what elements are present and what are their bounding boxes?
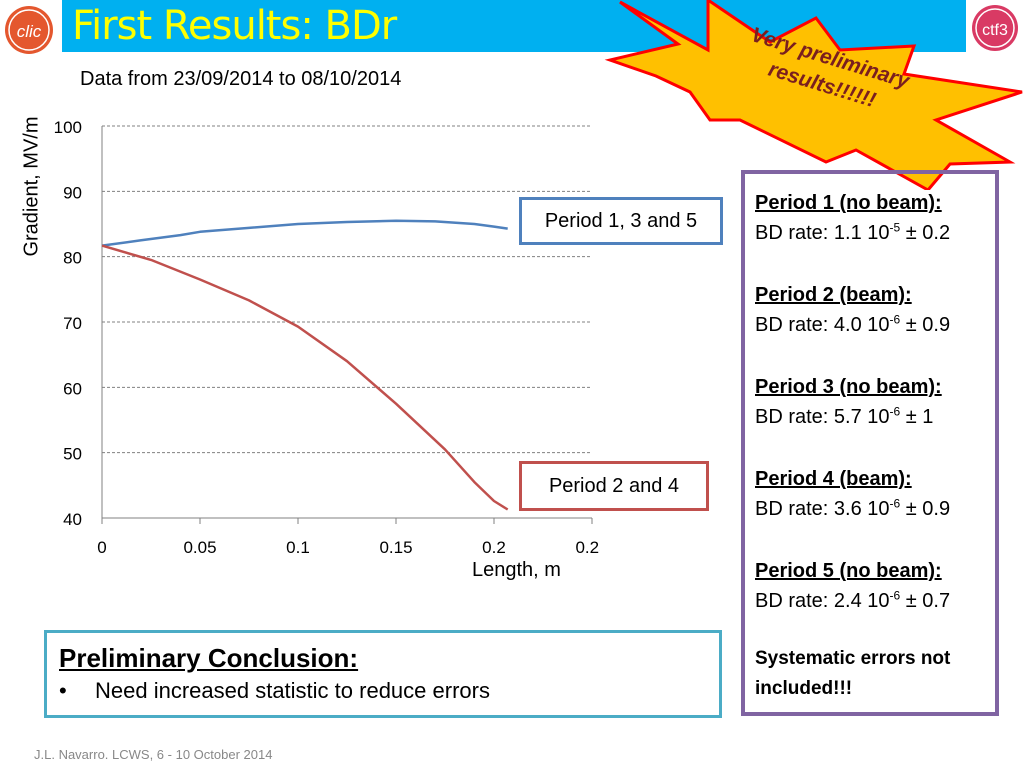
tick-labels: 40 50 60 70 80 90 100 0 0.05 0.1 0.15 0.2 0.25 xyxy=(54,118,600,557)
x-tick-label: 0.25 xyxy=(575,538,600,557)
x-tick-label: 0.05 xyxy=(183,538,216,557)
x-axis-label: Length, m xyxy=(472,559,561,581)
period-5: Period 5 (no beam): BD rate: 2.4 10-6 ± … xyxy=(755,556,995,616)
period-3: Period 3 (no beam): BD rate: 5.7 10-6 ± … xyxy=(755,372,995,432)
x-tick-label: 0.2 xyxy=(482,538,506,557)
footer: J.L. Navarro. LCWS, 6 - 10 October 2014 xyxy=(34,747,273,762)
ctf3-logo: ctf3 xyxy=(972,5,1018,51)
period-4-rate: BD rate: 3.6 10-6 ± 0.9 xyxy=(755,496,951,520)
y-tick-label: 40 xyxy=(63,510,82,529)
y-tick-label: 80 xyxy=(63,249,82,268)
series-callout-period-2-4: Period 2 and 4 xyxy=(519,461,709,511)
period-1-heading: Period 1 (no beam): xyxy=(755,192,942,214)
y-tick-label: 100 xyxy=(54,118,82,137)
clic-logo: clic xyxy=(5,6,53,54)
series-lines xyxy=(101,219,509,511)
grid-lines xyxy=(102,125,592,454)
y-tick-label: 70 xyxy=(63,314,82,333)
period-1: Period 1 (no beam): BD rate: 1.1 10-5 ± … xyxy=(755,188,995,248)
series-line-2 xyxy=(101,244,509,511)
period-4-heading: Period 4 (beam): xyxy=(755,468,912,490)
period-2: Period 2 (beam): BD rate: 4.0 10-6 ± 0.9 xyxy=(755,280,995,340)
svg-text:clic: clic xyxy=(17,22,42,41)
period-3-heading: Period 3 (no beam): xyxy=(755,376,942,398)
svg-text:ctf3: ctf3 xyxy=(982,22,1008,39)
x-tick-label: 0.1 xyxy=(286,538,310,557)
axes xyxy=(101,126,593,524)
conclusion-item-text: Need increased statistic to reduce error… xyxy=(95,678,490,703)
x-tick-label: 0 xyxy=(97,538,106,557)
page-title: First Results: BDr xyxy=(72,3,397,49)
y-tick-label: 90 xyxy=(63,183,82,202)
conclusion-box: Preliminary Conclusion: • Need increased … xyxy=(44,630,722,718)
series-callout-period-1-3-5: Period 1, 3 and 5 xyxy=(519,197,723,245)
x-tick-label: 0.15 xyxy=(379,538,412,557)
period-5-rate: BD rate: 2.4 10-6 ± 0.7 xyxy=(755,588,951,612)
bullet: • xyxy=(59,678,67,703)
periods-box: Period 1 (no beam): BD rate: 1.1 10-5 ± … xyxy=(741,170,999,716)
chart: 40 50 60 70 80 90 100 0 0.05 0.1 0.15 0.2 0.25 xyxy=(54,118,600,557)
y-tick-label: 50 xyxy=(63,445,82,464)
conclusion-title: Preliminary Conclusion: xyxy=(59,643,359,673)
period-5-heading: Period 5 (no beam): xyxy=(755,560,942,582)
conclusion-item: • Need increased statistic to reduce erro… xyxy=(59,675,719,707)
chart-subtitle: Data from 23/09/2014 to 08/10/2014 xyxy=(80,68,402,90)
y-tick-label: 60 xyxy=(63,379,82,398)
systematic-errors-note: Systematic errors not included!!! xyxy=(755,648,951,699)
period-3-rate: BD rate: 5.7 10-6 ± 1 xyxy=(755,404,934,428)
starburst-shape xyxy=(604,0,1023,190)
period-1-rate: BD rate: 1.1 10-5 ± 0.2 xyxy=(755,220,951,244)
period-2-rate: BD rate: 4.0 10-6 ± 0.9 xyxy=(755,312,951,336)
series-line-1 xyxy=(101,219,508,247)
period-2-heading: Period 2 (beam): xyxy=(755,284,912,306)
period-4: Period 4 (beam): BD rate: 3.6 10-6 ± 0.9 xyxy=(755,464,995,524)
